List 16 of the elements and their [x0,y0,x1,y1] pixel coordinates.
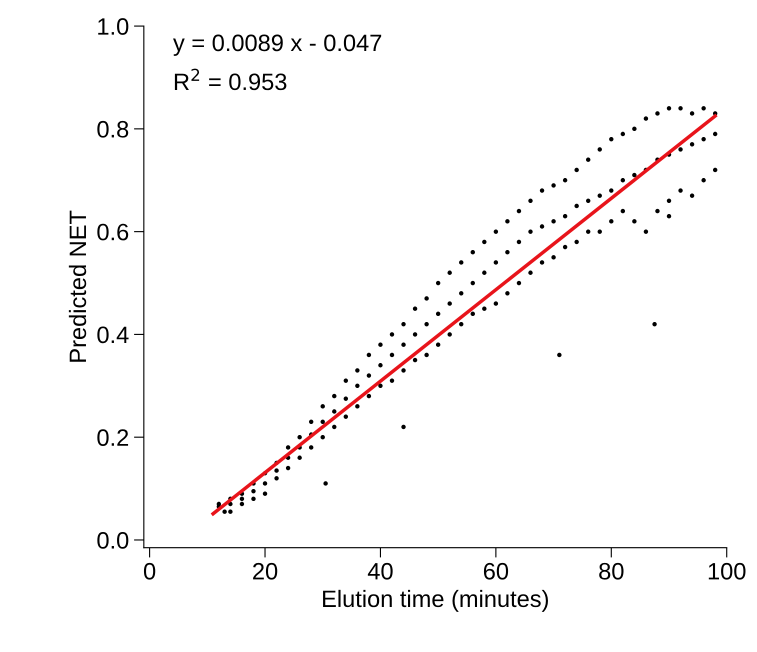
y-tick-label: 0.8 [97,120,128,138]
x-tick-label: 60 [484,562,508,580]
x-tick-label: 0 [144,562,156,580]
y-tick-label: 0.4 [97,326,129,344]
annotation: R$^{2}$ = 0.953 [174,68,286,90]
x-tick-label: 80 [599,562,624,580]
y-tick-label: 0.6 [97,224,128,240]
y-axis-title: Predicted NET [68,210,86,362]
y-tick-label: 1.0 [98,18,128,35]
y-tick-label: 0.2 [97,429,128,446]
x-tick-label: 20 [253,562,278,580]
annotation: y = 0.0089 x - 0.047 [173,34,382,56]
x-axis-title: Elution time (minutes) [323,590,548,612]
y-tick-label: 0.0 [97,532,128,549]
x-tick-label: 40 [368,562,393,580]
x-tick-label: 100 [708,562,746,580]
